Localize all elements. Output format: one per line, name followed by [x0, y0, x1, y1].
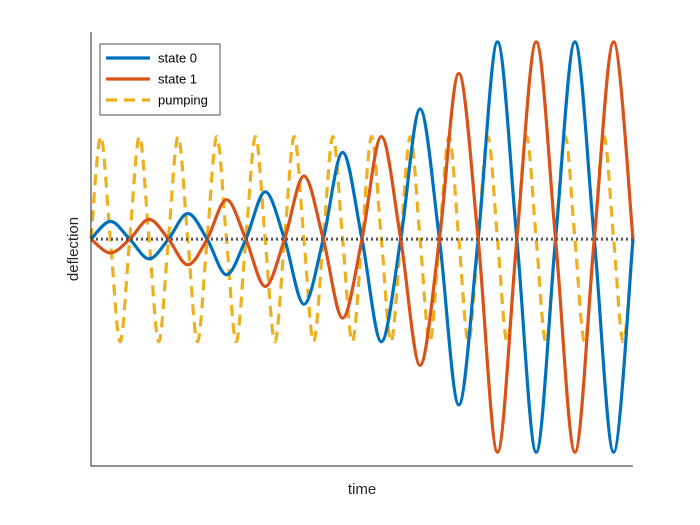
y-axis-label: deflection — [65, 217, 82, 281]
series-line-pumping — [89, 134, 635, 344]
legend-label-pumping: pumping — [158, 93, 208, 108]
x-axis-label: time — [348, 481, 376, 498]
axis-frame — [90, 32, 633, 467]
series-line-state-1 — [89, 40, 635, 454]
legend: state 0 state 1 pumping — [99, 43, 221, 116]
legend-label-state-0: state 0 — [158, 51, 197, 66]
plot-lines — [89, 40, 635, 454]
legend-label-state-1: state 1 — [158, 72, 197, 87]
